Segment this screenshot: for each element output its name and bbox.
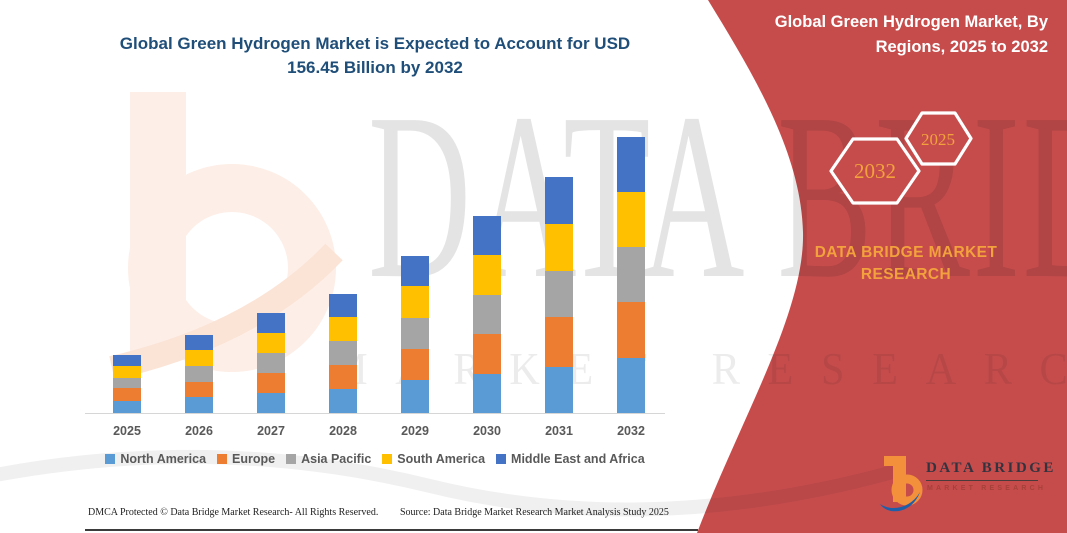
x-axis-label: 2025 [113,424,141,438]
dbmr-logo-name: DATA BRIDGE [926,460,1056,476]
dbmr-logo-icon [880,456,923,512]
segment-south-america [473,254,501,295]
segment-middle-east-and-africa [473,215,501,255]
segment-asia-pacific [617,246,645,303]
segment-north-america [473,373,501,413]
stacked-bar-2032 [617,136,645,414]
segment-asia-pacific [545,270,573,318]
segment-north-america [401,380,429,413]
x-axis-label: 2032 [617,424,645,438]
x-axis-label: 2030 [473,424,501,438]
dbmr-logo-subtitle: MARKET RESEARCH [927,485,1047,492]
segment-europe [473,333,501,374]
segment-north-america [617,357,645,413]
x-axis-label: 2027 [257,424,285,438]
stacked-bar-2029 [401,255,429,413]
x-axis-label: 2031 [545,424,573,438]
x-axis-label: 2029 [401,424,429,438]
footer-divider-line [85,529,698,531]
dbmr-logo-underline [926,480,1038,481]
segment-south-america [401,285,429,318]
dbmr-logo: DATA BRIDGE MARKET RESEARCH [878,454,1053,514]
stacked-bar-2031 [545,176,573,413]
banner-title: Global Green Hydrogen Market, By Regions… [774,13,1048,56]
hexagon-2032-label: 2032 [854,159,896,183]
segment-europe [617,302,645,358]
banner-brand-text: DATA BRIDGE MARKET RESEARCH [814,244,998,284]
x-axis-label: 2028 [329,424,357,438]
segment-north-america [545,367,573,413]
chart-title: Global Green Hydrogen Market is Expected… [119,34,631,78]
segment-europe [545,317,573,368]
x-axis-label: 2026 [185,424,213,438]
footer-source-text: Source: Data Bridge Market Research Mark… [400,507,669,518]
segment-europe [401,348,429,381]
segment-asia-pacific [401,317,429,349]
segment-north-america [113,400,141,413]
segment-north-america [257,392,285,413]
segment-europe [185,381,213,398]
segment-south-america [545,224,573,271]
red-banner-shape [697,0,1067,533]
segment-asia-pacific [473,294,501,334]
hexagon-2025 [904,111,973,166]
x-axis-line [85,413,665,414]
hexagon-2025-label: 2025 [921,130,955,149]
segment-europe [113,388,141,401]
segment-middle-east-and-africa [545,176,573,225]
segment-south-america [617,191,645,247]
segment-middle-east-and-africa [617,136,645,192]
stacked-bar-2030 [473,215,501,413]
segment-middle-east-and-africa [401,255,429,286]
hexagon-2032 [829,137,921,205]
segment-north-america [185,397,213,413]
segment-asia-pacific [113,378,141,389]
footer-dmca-text: DMCA Protected © Data Bridge Market Rese… [88,507,379,518]
segment-north-america [329,389,357,413]
